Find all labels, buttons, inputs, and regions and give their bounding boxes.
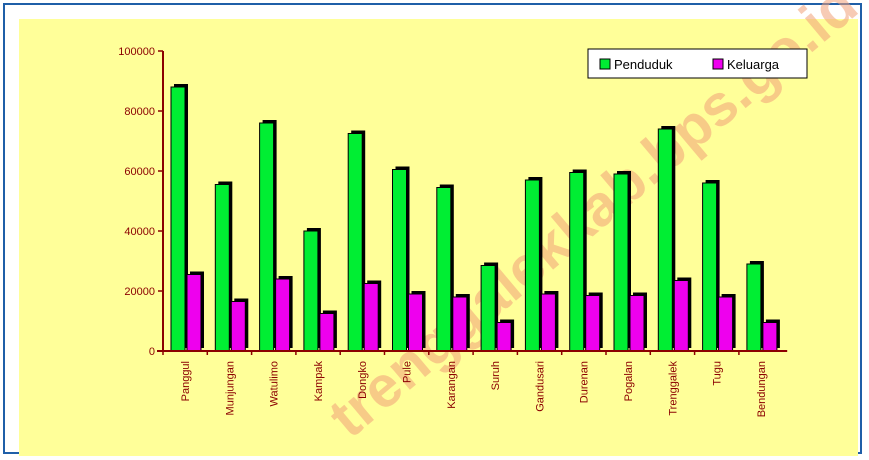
axes-group: Panggul Munjungan Watulimo Kampak Dongko Pule… (118, 46, 788, 417)
bar-keluarga-watulimo (275, 278, 291, 352)
bar-penduduk-watulimo (259, 122, 275, 352)
x-tick-label-watulimo: Watulimo (269, 361, 281, 406)
bar-keluarga-trenggalek (673, 280, 689, 352)
legend-swatch-keluarga (712, 58, 724, 70)
legend-box (587, 48, 808, 79)
y-tick-label: 100000 (118, 46, 155, 58)
legend-swatch-penduduk (599, 58, 611, 70)
bar-keluarga-suruh (496, 322, 512, 352)
bar-keluarga-pule (408, 293, 423, 352)
y-tick-label: 80000 (124, 106, 155, 118)
bar-penduduk-munjungan (214, 184, 230, 352)
bar-keluarga-karangan (452, 296, 468, 352)
legend-label-keluarga: Keluarga (727, 57, 780, 72)
bar-keluarga-tugu (718, 296, 734, 352)
bar-penduduk-dongko (347, 133, 363, 352)
x-tick-label-pule: Pule (402, 361, 414, 383)
legend-label-penduduk: Penduduk (614, 57, 673, 72)
x-tick-label-tugu: Tugu (712, 361, 724, 386)
bar-penduduk-panggul (170, 86, 186, 352)
bar-penduduk-durenan (569, 172, 585, 352)
bar-keluarga-dongko (363, 283, 379, 352)
y-tick-label: 20000 (124, 286, 155, 298)
bar-keluarga-gandusari (540, 293, 556, 352)
y-tick-label: 60000 (124, 166, 155, 178)
x-tick-label-kampak: Kampak (313, 361, 325, 402)
x-tick-label-suruh: Suruh (490, 361, 502, 390)
bar-keluarga-kampak (319, 313, 335, 352)
legend: Penduduk Keluarga (587, 48, 808, 79)
x-tick-label-trenggalek: Trenggalek (667, 361, 679, 416)
x-tick-label-bendungan: Bendungan (756, 361, 768, 417)
bar-keluarga-durenan (585, 295, 601, 352)
bar-keluarga-pogalan (629, 295, 645, 352)
x-tick-label-durenan: Durenan (579, 361, 591, 403)
bar-penduduk-trenggalek (657, 128, 673, 352)
bar-penduduk-pogalan (613, 173, 629, 352)
bar-penduduk-kampak (303, 230, 319, 352)
bar-penduduk-karangan (436, 187, 452, 352)
bar-penduduk-bendungan (746, 263, 762, 352)
x-tick-label-karangan: Karangan (446, 361, 458, 409)
bar-keluarga-panggul (186, 274, 202, 352)
bar-keluarga-munjungan (230, 301, 246, 352)
x-tick-label-dongko: Dongko (357, 361, 369, 399)
bar-penduduk-gandusari (524, 179, 540, 352)
y-tick-label: 0 (149, 346, 155, 358)
x-tick-label-panggul: Panggul (180, 361, 192, 401)
bar-penduduk-tugu (702, 182, 718, 352)
x-tick-label-munjungan: Munjungan (224, 361, 236, 415)
bar-penduduk-suruh (480, 265, 496, 352)
bars-group (170, 84, 780, 352)
bar-keluarga-bendungan (762, 322, 778, 352)
x-tick-label-gandusari: Gandusari (534, 361, 546, 412)
x-tick-label-pogalan: Pogalan (623, 361, 635, 401)
bar-penduduk-pule (392, 169, 407, 352)
y-tick-label: 40000 (124, 226, 155, 238)
